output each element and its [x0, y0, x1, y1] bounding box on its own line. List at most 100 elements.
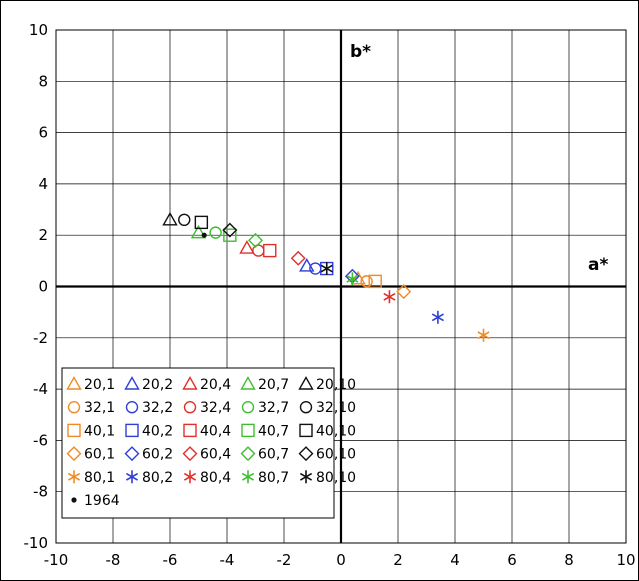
data-points: [162, 211, 490, 342]
legend-label: 20,7: [258, 377, 289, 393]
legend-item: 20,7: [240, 376, 289, 393]
legend-label: 20,10: [316, 377, 356, 393]
point-60-10: [222, 222, 238, 238]
legend-marker: [125, 401, 139, 414]
legend-label: 20,1: [84, 377, 115, 393]
point-60-7: [248, 232, 263, 248]
legend-marker: [241, 401, 255, 414]
legend-marker: [66, 376, 82, 390]
legend-label: 40,4: [200, 423, 231, 439]
legend-marker: [67, 401, 81, 414]
legend-item: 80,10: [299, 470, 356, 486]
legend-label: 32,10: [316, 400, 356, 416]
y-tick-label: 10: [29, 21, 48, 39]
y-tick-label: -10: [24, 534, 49, 552]
legend-item: 1964: [71, 493, 120, 509]
point-40-10: [194, 215, 209, 230]
point-20-4: [239, 240, 255, 254]
legend-marker: [299, 423, 313, 438]
legend-item: 80,2: [125, 470, 173, 486]
legend-marker: [299, 401, 313, 414]
legend-label: 32,2: [142, 400, 173, 416]
y-tick-label: 6: [38, 124, 48, 142]
legend-item: 20,10: [298, 376, 356, 393]
legend-label: 40,1: [84, 423, 115, 439]
y-tick-label: 8: [38, 72, 48, 90]
legend-marker: [183, 423, 197, 438]
legend-label: 32,1: [84, 400, 115, 416]
legend-label: 32,7: [258, 400, 289, 416]
legend-marker: [182, 376, 198, 390]
legend-label: 60,2: [142, 447, 173, 463]
legend-label: 20,4: [200, 377, 231, 393]
legend-item: 40,10: [299, 423, 356, 439]
legend-label: 1964: [84, 493, 120, 509]
legend-item: 32,10: [299, 400, 356, 416]
x-tick-label: -4: [220, 551, 235, 569]
y-tick-label: 4: [38, 175, 48, 193]
x-tick-label: -8: [106, 551, 121, 569]
y-tick-label: 0: [38, 278, 48, 296]
legend-marker: [183, 401, 197, 414]
legend-marker: [241, 470, 255, 484]
point-20-2: [299, 258, 315, 272]
legend-label: 60,1: [84, 447, 115, 463]
legend: 20,1 20,2 20,4 20,7 20,10 32,1 32,2 32,4 32,7 32,…: [61, 367, 356, 519]
x-tick-label: 2: [393, 551, 403, 569]
tick-labels: -10 -8 -6 -4 -2 0 2 4 6 8 10 -10 -8 -6 -4 -2 0 2 4 6 8 10: [24, 21, 636, 569]
legend-marker: [240, 376, 256, 390]
x-tick-label: -2: [277, 551, 292, 569]
point-1964: [201, 232, 207, 238]
legend-item: 80,1: [67, 470, 115, 486]
legend-item: 40,1: [67, 423, 115, 439]
legend-item: 80,4: [183, 470, 231, 486]
legend-marker: [299, 470, 313, 484]
legend-marker: [124, 376, 140, 390]
x-tick-label: 0: [336, 551, 346, 569]
legend-item: 60,7: [240, 446, 289, 463]
legend-item: 20,2: [124, 376, 173, 393]
point-20-10: [162, 211, 178, 226]
x-tick-label: 8: [564, 551, 574, 569]
point-32-1: [360, 275, 373, 288]
legend-item: 20,4: [182, 376, 231, 393]
legend-label: 32,4: [200, 400, 231, 416]
legend-item: 60,1: [66, 446, 115, 463]
legend-marker: [67, 470, 81, 484]
x-tick-label: 4: [450, 551, 460, 569]
point-60-4: [290, 250, 306, 266]
legend-item: 32,7: [241, 400, 289, 416]
legend-marker: [241, 423, 255, 438]
y-tick-label: -2: [33, 329, 48, 347]
legend-item: 40,4: [183, 423, 231, 439]
legend-item: 80,7: [241, 470, 289, 486]
legend-label: 20,2: [142, 377, 173, 393]
legend-marker: [125, 470, 139, 484]
legend-item: 32,4: [183, 400, 231, 416]
y-tick-label: -8: [33, 483, 48, 501]
x-axis-label: a*: [588, 255, 608, 275]
y-tick-label: -4: [33, 380, 48, 398]
point-40-7: [223, 228, 237, 242]
legend-marker: [182, 446, 198, 462]
legend-item: 60,10: [298, 446, 356, 463]
y-tick-label: 2: [38, 226, 48, 244]
point-80-1: [477, 328, 490, 342]
x-tick-label: 6: [507, 551, 517, 569]
legend-label: 60,4: [200, 447, 231, 463]
point-40-1: [368, 274, 382, 289]
legend-item: 60,2: [124, 446, 173, 463]
legend-label: 40,7: [258, 423, 289, 439]
axes: [56, 30, 626, 543]
legend-marker: [124, 446, 140, 462]
x-tick-label: -10: [44, 551, 69, 569]
legend-marker: [125, 423, 139, 438]
legend-label: 60,7: [258, 447, 289, 463]
legend-item: 40,2: [125, 423, 173, 439]
point-40-4: [263, 243, 277, 258]
point-60-1: [396, 284, 412, 300]
legend-marker: [240, 446, 256, 462]
legend-label: 40,10: [316, 423, 356, 439]
legend-item: 20,1: [66, 376, 115, 393]
